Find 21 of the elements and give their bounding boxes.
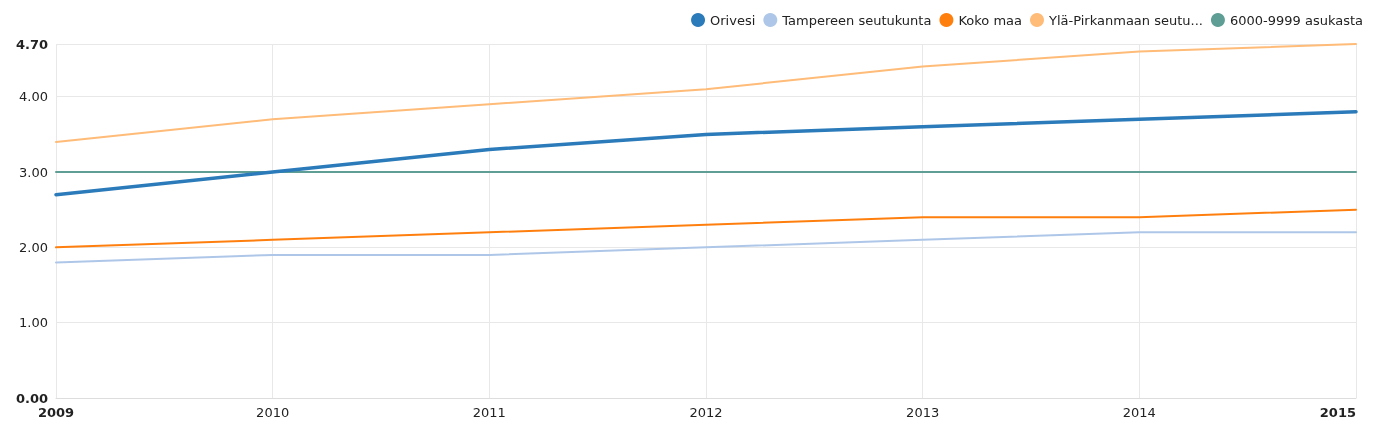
legend-label: Koko maa	[958, 12, 1022, 28]
line-series	[55, 208, 1357, 249]
line-series	[54, 110, 1358, 197]
y-tick-label: 1.00	[19, 315, 48, 331]
legend-label: Ylä-Pirkanmaan seutu...	[1047, 12, 1203, 28]
x-tick-label: 2013	[906, 405, 940, 420]
y-tick-label: 4.70	[15, 36, 48, 52]
y-tick-label: 2.00	[19, 239, 48, 255]
y-tick-label: 4.00	[19, 89, 48, 105]
y-tick-label: 0.00	[15, 390, 48, 406]
x-tick-label: 2010	[256, 405, 290, 420]
x-tick-label: 2011	[472, 405, 506, 420]
x-tick-label: 2015	[1319, 405, 1356, 420]
y-tick-label: 3.00	[19, 164, 48, 180]
x-tick-label: 2009	[37, 405, 75, 420]
legend-label: Orivesi	[710, 12, 756, 28]
line-series	[55, 231, 1357, 264]
legend-label: Tampereen seutukunta	[781, 12, 932, 28]
x-tick-label: 2012	[689, 405, 723, 420]
legend-label: 6000-9999 asukasta	[1229, 12, 1364, 28]
x-tick-label: 2014	[1122, 405, 1156, 420]
